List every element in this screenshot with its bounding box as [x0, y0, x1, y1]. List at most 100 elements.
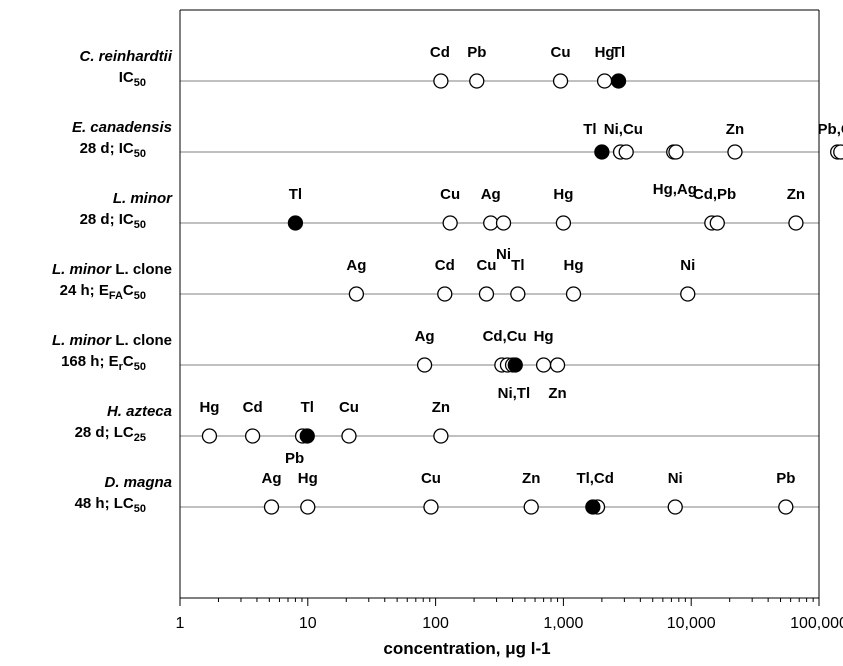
element-label: Pb [285, 450, 304, 467]
point-ag [483, 215, 499, 231]
point-zn [433, 428, 449, 444]
test-tail-subscript: 50 [134, 290, 146, 302]
element-label: Zn [726, 121, 744, 138]
point-hg [535, 357, 552, 373]
element-label: Hg [298, 470, 318, 487]
element-label: Hg [564, 257, 584, 274]
row-test-label: 28 d; IC50 [80, 211, 146, 231]
element-label: Cu [421, 470, 441, 487]
point-cu [478, 286, 495, 302]
row-test-label: IC50 [119, 69, 146, 89]
point-ni [495, 215, 512, 231]
test-subscript: 50 [134, 219, 146, 231]
test-label: 28 d; IC [80, 140, 134, 157]
test-subscript: 50 [134, 148, 146, 160]
element-label: Cu [476, 257, 496, 274]
test-subscript: 25 [134, 432, 146, 444]
element-labels: CdPbCuHgTlTlNi,CuZnPb,CdHg,AgTlCuAgHgCd,… [199, 44, 843, 487]
axes [179, 9, 820, 599]
row-species-label: E. canadensis [72, 119, 172, 136]
x-tick-label: 100,000 [790, 615, 843, 632]
x-tick-label: 1 [176, 615, 185, 632]
element-label: Cd [435, 257, 455, 274]
x-tick-label: 100 [422, 615, 449, 632]
test-subscript: r [119, 361, 124, 373]
element-label: Cd,Cu [483, 328, 527, 345]
point-hg [201, 428, 218, 444]
row-species-label: C. reinhardtii [79, 48, 172, 65]
point-tl-filled [287, 215, 304, 231]
element-label: Ag [262, 470, 282, 487]
element-label: Hg,Ag [653, 181, 697, 198]
element-label: Cu [339, 399, 359, 416]
point-tl [510, 286, 526, 302]
element-label: Pb [776, 470, 795, 487]
element-label: Tl [583, 121, 596, 138]
species-name: L. minor [52, 332, 112, 349]
row-species-label: L. minor L. clone [52, 261, 172, 278]
test-label: 28 d; LC [75, 424, 134, 441]
element-label: Zn [548, 385, 566, 402]
row-test-label: 168 h; ErC50 [61, 353, 146, 373]
point-tl-filled [585, 499, 601, 515]
test-tail-subscript: 50 [134, 361, 146, 373]
element-label: Ni [496, 246, 511, 263]
point-hg [596, 73, 613, 89]
row-test-label: 28 d; LC25 [75, 424, 146, 444]
row-gridlines [180, 80, 819, 508]
point-pb [778, 499, 794, 515]
row-test-label: 28 d; IC50 [80, 140, 146, 160]
row-test-label: 48 h; LC50 [75, 495, 146, 515]
point-ag [416, 357, 433, 373]
test-subscript: 50 [134, 503, 146, 515]
element-label: Cu [551, 44, 571, 61]
element-label: Zn [522, 470, 540, 487]
element-label: Hg [553, 186, 573, 203]
test-label: 48 h; LC [75, 495, 134, 512]
element-label: Tl [612, 44, 625, 61]
point-cu [442, 215, 458, 231]
species-name: L. minor [52, 261, 112, 278]
element-label: Pb,Cd [818, 121, 843, 138]
species-name: H. azteca [107, 403, 172, 420]
point-cu [341, 428, 357, 444]
element-label: Ag [346, 257, 366, 274]
species-name: E. canadensis [72, 119, 172, 136]
point-zn [523, 499, 539, 515]
test-label: IC [119, 69, 134, 86]
element-label: Hg [595, 44, 615, 61]
species-name: L. minor [113, 190, 173, 207]
element-label: Cd [243, 399, 263, 416]
point-ag [668, 144, 684, 160]
element-label: Ag [415, 328, 435, 345]
test-label: 24 h; E [60, 282, 109, 299]
element-label: Pb [467, 44, 486, 61]
point-ag [348, 286, 365, 302]
point-pb [709, 215, 725, 231]
element-label: Tl [289, 186, 302, 203]
element-label: Zn [432, 399, 450, 416]
point-tl-filled [507, 357, 523, 373]
element-label: Cd,Pb [693, 186, 736, 203]
x-tick-label: 10 [299, 615, 317, 632]
test-label-tail: C [123, 282, 134, 299]
row-species-label: H. azteca [107, 403, 172, 420]
point-cd [433, 73, 449, 89]
point-zn [727, 144, 743, 160]
point-tl-filled [299, 428, 315, 444]
point-pb [469, 73, 485, 89]
x-tick-label: 10,000 [667, 615, 716, 632]
element-label: Ni [680, 257, 695, 274]
point-hg [565, 286, 582, 302]
test-label: 28 d; IC [80, 211, 134, 228]
point-cu [618, 144, 634, 160]
point-ag [263, 499, 280, 515]
element-label: Hg [199, 399, 219, 416]
element-label: Tl,Cd [576, 470, 614, 487]
point-cd [437, 286, 453, 302]
test-label: 168 h; E [61, 353, 119, 370]
element-label: Tl [511, 257, 524, 274]
row-species-label: L. minor [113, 190, 173, 207]
